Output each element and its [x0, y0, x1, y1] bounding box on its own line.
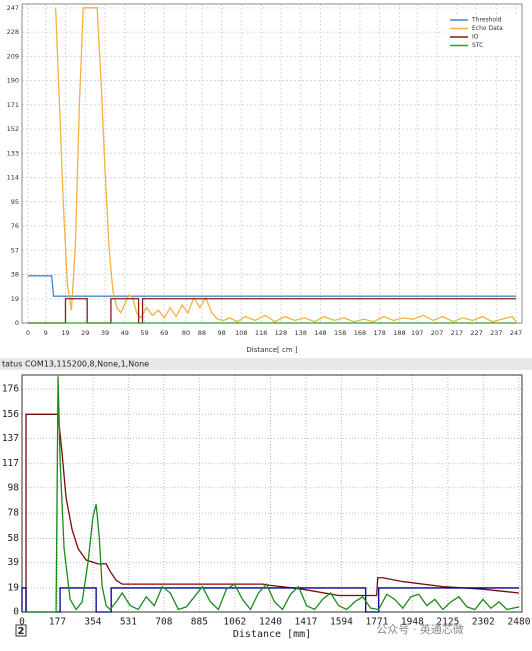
- x-tick-label: 247: [510, 329, 522, 337]
- y-tick-label: 0: [13, 607, 19, 618]
- y-tick-label: 117: [2, 458, 19, 469]
- bottom-panel: [0, 370, 532, 651]
- y-tick-label: 38: [11, 271, 19, 279]
- series-line: [54, 7, 517, 323]
- x-tick-label: 0: [26, 329, 30, 337]
- corner-label: 2: [18, 626, 25, 637]
- series-line: [22, 413, 520, 613]
- watermark: 公众号 · 英通芯微: [376, 622, 464, 636]
- series-line: [22, 376, 520, 613]
- x-tick-label: 708: [155, 617, 172, 628]
- x-axis-label: Distance [mm]: [233, 629, 311, 640]
- status-bar: [0, 358, 532, 370]
- y-tick-label: 39: [8, 557, 20, 568]
- x-axis-label: Distance[ cm ]: [246, 346, 297, 354]
- series-line: [27, 275, 517, 297]
- x-tick-label: 80: [182, 329, 190, 337]
- legend-label: Echo Data: [472, 25, 503, 32]
- y-tick-label: 171: [7, 101, 19, 109]
- x-tick-label: 217: [451, 329, 463, 337]
- y-tick-label: 228: [7, 28, 19, 36]
- x-tick-label: 108: [235, 329, 247, 337]
- x-tick-label: 1948: [401, 617, 424, 628]
- x-tick-label: 2125: [436, 617, 459, 628]
- x-tick-label: 531: [120, 617, 137, 628]
- x-tick-label: 158: [334, 329, 346, 337]
- x-tick-label: 19: [61, 329, 69, 337]
- x-tick-label: 98: [217, 329, 225, 337]
- y-tick-label: 76: [11, 222, 19, 230]
- y-tick-label: 190: [7, 77, 19, 85]
- y-tick-label: 95: [11, 198, 19, 206]
- y-tick-label: 19: [8, 582, 20, 593]
- y-tick-label: 0: [15, 319, 19, 327]
- series-line: [21, 587, 519, 613]
- x-tick-label: 197: [411, 329, 423, 337]
- y-tick-label: 247: [7, 4, 19, 12]
- x-tick-label: 0: [19, 617, 25, 628]
- y-tick-label: 209: [7, 52, 19, 60]
- y-tick-label: 137: [2, 433, 19, 444]
- x-tick-label: 138: [294, 329, 306, 337]
- x-tick-label: 49: [121, 329, 129, 337]
- x-tick-label: 2480: [508, 617, 531, 628]
- legend-label: Threshold: [471, 17, 502, 24]
- y-tick-label: 156: [2, 409, 19, 420]
- legend-label: IO: [472, 34, 479, 41]
- x-tick-label: 168: [354, 329, 366, 337]
- y-tick-label: 19: [11, 295, 19, 303]
- x-tick-label: 29: [81, 329, 89, 337]
- x-tick-label: 207: [431, 329, 443, 337]
- x-tick-label: 177: [49, 617, 66, 628]
- legend-label: STC: [472, 42, 483, 49]
- x-tick-label: 2302: [472, 617, 495, 628]
- x-tick-label: 59: [140, 329, 148, 337]
- y-tick-label: 98: [8, 482, 20, 493]
- x-tick-label: 118: [255, 329, 267, 337]
- x-tick-label: 69: [160, 329, 168, 337]
- x-tick-label: 227: [470, 329, 482, 337]
- x-tick-label: 128: [275, 329, 287, 337]
- x-tick-label: 1771: [365, 617, 388, 628]
- legend-box: [446, 14, 520, 56]
- x-tick-label: 354: [84, 617, 101, 628]
- corner-box: [15, 624, 27, 637]
- y-tick-label: 133: [7, 149, 19, 157]
- x-tick-label: 148: [314, 329, 326, 337]
- x-tick-label: 88: [198, 329, 206, 337]
- x-tick-label: 1417: [295, 617, 318, 628]
- x-tick-label: 39: [101, 329, 109, 337]
- y-tick-label: 176: [2, 383, 19, 394]
- x-tick-label: 1240: [259, 617, 282, 628]
- top-panel: [0, 0, 532, 357]
- series-line: [27, 298, 517, 324]
- y-tick-label: 78: [8, 508, 20, 519]
- x-tick-label: 9: [44, 329, 48, 337]
- y-tick-label: 57: [11, 246, 19, 254]
- x-tick-label: 1594: [330, 617, 353, 628]
- x-tick-label: 885: [191, 617, 208, 628]
- y-tick-label: 58: [8, 533, 20, 544]
- y-tick-label: 152: [7, 125, 19, 133]
- plot-frame: [21, 374, 523, 613]
- status-text: tatus COM13,115200,8,None,1,None: [2, 360, 149, 369]
- x-tick-label: 1062: [223, 617, 246, 628]
- x-tick-label: 237: [490, 329, 502, 337]
- x-tick-label: 188: [393, 329, 405, 337]
- y-tick-label: 114: [7, 174, 19, 182]
- x-tick-label: 178: [373, 329, 385, 337]
